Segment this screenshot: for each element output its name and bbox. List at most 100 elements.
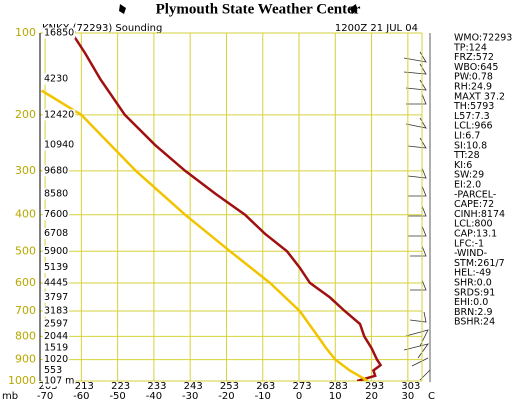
height-label: 5139 (44, 262, 68, 273)
height-label-bg (43, 342, 70, 354)
index-text: BRN:2.9 (454, 307, 493, 318)
index-text: EHI:0.0 (454, 297, 488, 308)
x-tick-label-kelvin: 263 (256, 381, 275, 392)
index-text: SRDS:91 (454, 287, 495, 298)
height-label-bg (43, 165, 70, 177)
index-text: -WIND- (454, 248, 487, 259)
index-text: HEL:-49 (454, 268, 491, 279)
index-text: MAXT 37.2 (454, 91, 505, 102)
x-tick-label: -20 (218, 391, 234, 402)
height-label-bg (43, 330, 70, 342)
index-text: TT:28 (453, 150, 480, 161)
x-tick-label: -70 (37, 391, 53, 402)
chart-title: Plymouth State Weather Center (156, 1, 361, 17)
index-text: LI:6.7 (454, 131, 480, 142)
index-text: CAP:13.1 (454, 229, 497, 240)
index-text: SHR:0.0 (454, 278, 492, 289)
height-label-bg (43, 354, 70, 366)
index-text: EI:2.0 (454, 180, 481, 191)
height-label: 4230 (44, 73, 68, 84)
x-tick-label-kelvin: 253 (220, 381, 239, 392)
height-label-bg (43, 375, 76, 387)
index-text: SW:29 (454, 170, 484, 181)
height-label: 9680 (44, 165, 68, 176)
height-label: 6708 (44, 228, 68, 239)
y-tick-label: 400 (15, 208, 36, 221)
height-label: 5900 (44, 246, 68, 257)
date: 1200Z 21 JUL 04 (335, 23, 418, 34)
height-label: 8580 (44, 188, 68, 199)
x-tick-label: 0 (296, 391, 302, 402)
wind-barbs (403, 33, 431, 382)
height-label: 1519 (44, 343, 68, 354)
index-text: PW:0.78 (454, 72, 493, 83)
y-tick-label: 900 (15, 353, 36, 366)
y-tick-label: 300 (15, 164, 36, 177)
height-label: 10940 (44, 139, 74, 150)
index-text: LFC:-1 (454, 238, 484, 249)
index-text: WBO:645 (454, 62, 498, 73)
index-text: WMO:72293 (454, 33, 512, 44)
height-label-bg (43, 209, 70, 221)
height-label-bg (43, 305, 70, 317)
height-label: 3797 (44, 292, 68, 303)
y-tick-label: 700 (15, 304, 36, 317)
height-label-bg (43, 139, 76, 151)
x-tick-label-kelvin: 223 (111, 381, 130, 392)
x-tick-label-kelvin: 233 (147, 381, 166, 392)
index-text: BSHR:24 (454, 317, 495, 328)
x-tick-label: -40 (146, 391, 162, 402)
height-label: 553 (44, 365, 62, 376)
y-tick-label: 100 (15, 26, 36, 39)
y-tick-label: 500 (15, 244, 36, 257)
x-tick-label: 20 (365, 391, 378, 402)
x-tick-label-kelvin: 243 (184, 381, 203, 392)
sounding-line (70, 33, 383, 381)
height-label: 12420 (44, 109, 74, 120)
y-tick-label: 1000 (8, 374, 36, 387)
height-label-bg (43, 318, 70, 330)
x-axis-label: C (428, 391, 435, 402)
height-label-bg (43, 109, 76, 121)
height-label: 16850 (44, 28, 74, 39)
index-text: STM:261/7 (454, 258, 505, 269)
subtitle: KNKX (72293) Sounding (42, 23, 162, 34)
height-label-bg (43, 262, 70, 274)
x-tick-label: 10 (329, 391, 342, 402)
index-text: TP:124 (453, 42, 487, 53)
x-tick-label-kelvin: 273 (292, 381, 311, 392)
x-tick-label-kelvin: 303 (401, 381, 420, 392)
x-tick-label: 30 (401, 391, 414, 402)
height-label-bg (43, 291, 70, 303)
x-tick-label-kelvin: 213 (75, 381, 94, 392)
title-icons (119, 4, 357, 14)
y-tick-label: 200 (15, 108, 36, 121)
x-tick-label: -60 (73, 391, 89, 402)
index-text: LCL:800 (454, 219, 493, 230)
index-text: CAPE:72 (454, 199, 494, 210)
height-label: 107 m (44, 376, 74, 387)
height-label-bg (43, 245, 70, 257)
index-text: FRZ:572 (454, 52, 494, 63)
height-label: 4445 (44, 277, 68, 288)
index-text: KI:6 (454, 160, 472, 171)
height-label: 7600 (44, 209, 68, 220)
index-text: LCL:966 (454, 121, 493, 132)
x-tick-label-kelvin: 283 (329, 381, 348, 392)
x-tick-label-kelvin: 293 (365, 381, 384, 392)
height-label-bg (43, 188, 70, 200)
height-label-bg (43, 364, 64, 376)
index-text: TH:5793 (453, 101, 494, 112)
index-text: CINH:8174 (454, 209, 505, 220)
x-tick-label: -30 (182, 391, 198, 402)
height-label-bg (43, 277, 70, 289)
index-text: RH:24.9 (454, 82, 492, 93)
y-tick-label: 800 (15, 329, 36, 342)
y-axis-label: mb (2, 391, 18, 402)
index-text: SI:10.8 (454, 140, 487, 151)
height-label-bg (43, 27, 76, 39)
sounding-line (40, 89, 369, 381)
x-tick-label: -50 (109, 391, 125, 402)
height-label: 2597 (44, 319, 68, 330)
